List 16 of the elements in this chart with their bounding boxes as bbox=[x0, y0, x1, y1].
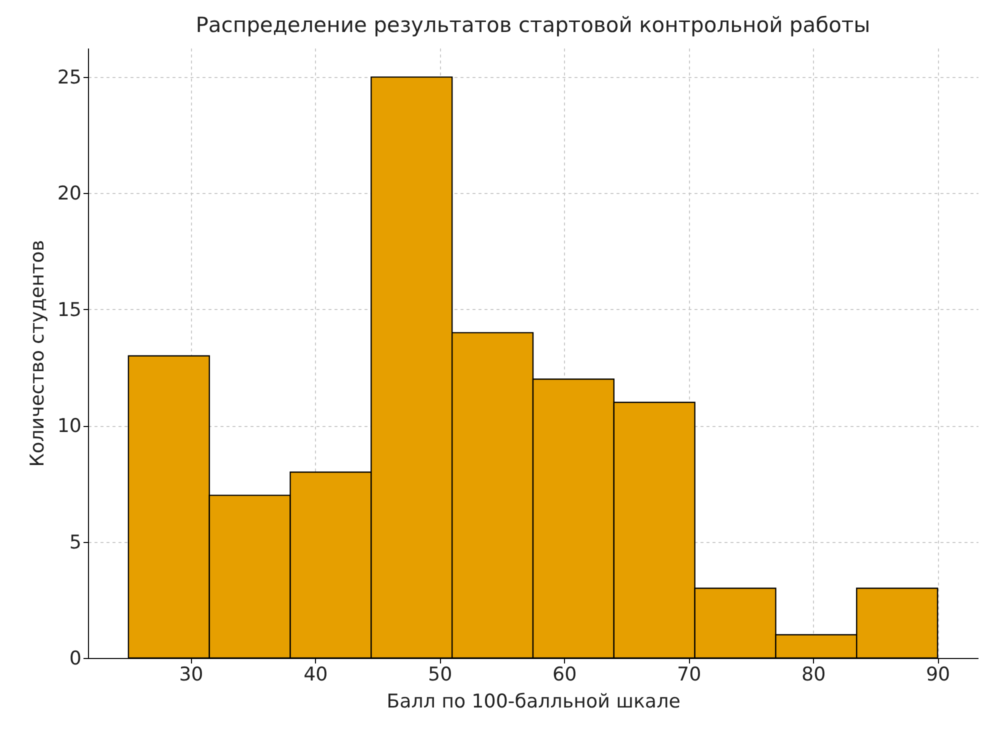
x-tick-label: 40 bbox=[304, 664, 328, 686]
y-tick-label: 10 bbox=[57, 415, 82, 438]
y-tick-label: 5 bbox=[69, 531, 82, 554]
x-tick-label: 80 bbox=[801, 664, 826, 686]
y-axis-title: Количество студентов bbox=[26, 240, 48, 467]
y-tick-label: 15 bbox=[57, 298, 82, 321]
y-tick-label: 0 bbox=[69, 648, 82, 670]
x-tick-label: 50 bbox=[428, 664, 452, 686]
x-axis-title: Балл по 100-балльной шкале bbox=[386, 690, 680, 712]
x-tick-label: 60 bbox=[552, 664, 577, 686]
y-tick-label: 20 bbox=[57, 182, 82, 205]
x-tick-label: 90 bbox=[926, 664, 950, 686]
x-tick-label: 30 bbox=[179, 664, 204, 686]
x-tick-label: 70 bbox=[677, 664, 702, 686]
chart-title: Распределение результатов стартовой контрольной работы bbox=[196, 13, 870, 37]
y-tick-label: 25 bbox=[57, 66, 82, 89]
